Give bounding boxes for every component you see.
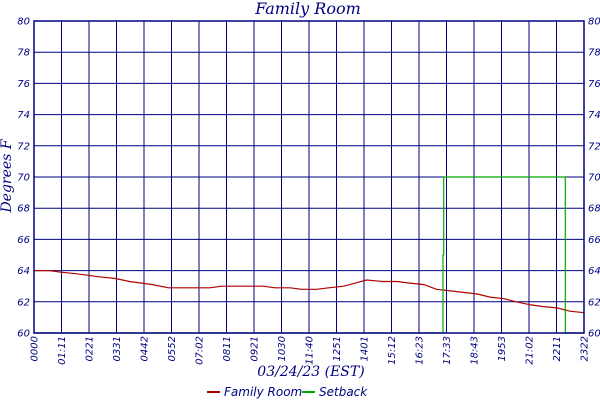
x-tick-label: 0921 xyxy=(250,336,261,361)
y-tick-label-right: 72 xyxy=(588,141,600,152)
x-tick-label: 1251 xyxy=(332,336,343,361)
x-tick-label: 1401 xyxy=(360,336,371,361)
plot-series xyxy=(34,176,585,334)
x-tick-label: 2322 xyxy=(580,336,591,361)
y-tick-label-left: 68 xyxy=(17,204,30,215)
x-tick-label: 0552 xyxy=(167,336,178,361)
legend: Family Room Setback xyxy=(207,385,368,399)
x-tick-label: 01:11 xyxy=(57,336,68,365)
x-tick-labels: 0000 01:11 0221 0331 0442 0552 07:02 0811 0921 10… xyxy=(30,336,591,365)
x-tick-label: 11:40 xyxy=(305,336,316,365)
y-tick-label-left: 76 xyxy=(17,79,30,90)
x-tick-label: 16:23 xyxy=(415,336,426,365)
y-tick-label-left: 70 xyxy=(17,173,30,184)
x-tick-label: 07:02 xyxy=(195,336,206,365)
y-tick-label-right: 60 xyxy=(588,329,600,340)
series-line-setback xyxy=(34,176,584,334)
y-tick-label-right: 70 xyxy=(588,173,600,184)
y-tick-label-left: 78 xyxy=(17,48,30,59)
y-tick-label-right: 78 xyxy=(588,48,600,59)
y-tick-label-left: 64 xyxy=(17,266,30,277)
y-tick-label-left: 72 xyxy=(17,141,30,152)
y-tick-label-right: 66 xyxy=(588,235,600,246)
y-axis-label: Degrees F xyxy=(0,138,15,213)
chart-title: Family Room xyxy=(254,0,361,18)
plot-frame xyxy=(33,20,585,334)
legend-label-family-room: Family Room xyxy=(224,385,302,399)
x-axis-label: 03/24/23 (EST) xyxy=(257,364,364,380)
y-tick-label-right: 76 xyxy=(588,79,600,90)
y-tick-labels-left: 60 62 64 66 68 70 72 74 76 78 80 xyxy=(17,17,30,340)
y-tick-label-left: 62 xyxy=(17,297,30,308)
x-tick-label: 15:12 xyxy=(387,336,398,365)
x-tick-label: 17:33 xyxy=(442,336,453,365)
x-tick-label: 1030 xyxy=(277,336,288,361)
x-tick-label: 0000 xyxy=(30,336,41,361)
x-tick-label: 1953 xyxy=(497,336,508,361)
legend-label-setback: Setback xyxy=(319,385,368,399)
y-tick-label-left: 74 xyxy=(17,110,30,121)
x-tick-label: 0331 xyxy=(112,336,123,361)
series-line-family-room xyxy=(34,270,585,314)
x-tick-label: 0221 xyxy=(85,336,96,361)
y-tick-labels-right: 60 62 64 66 68 70 72 74 76 78 80 xyxy=(588,17,600,340)
y-tick-label-right: 62 xyxy=(588,297,600,308)
x-tick-label: 21:02 xyxy=(525,336,536,365)
y-tick-label-right: 64 xyxy=(588,266,600,277)
x-tick-label: 2211 xyxy=(552,336,563,361)
x-tick-label: 0442 xyxy=(140,336,151,361)
y-tick-label-left: 80 xyxy=(17,17,30,28)
x-tick-label: 0811 xyxy=(222,336,233,361)
y-tick-label-left: 60 xyxy=(17,329,30,340)
y-tick-label-right: 74 xyxy=(588,110,600,121)
y-tick-label-right: 68 xyxy=(588,204,600,215)
y-tick-label-right: 80 xyxy=(588,17,600,28)
y-tick-label-left: 66 xyxy=(17,235,30,246)
x-tick-label: 18:43 xyxy=(470,336,481,365)
